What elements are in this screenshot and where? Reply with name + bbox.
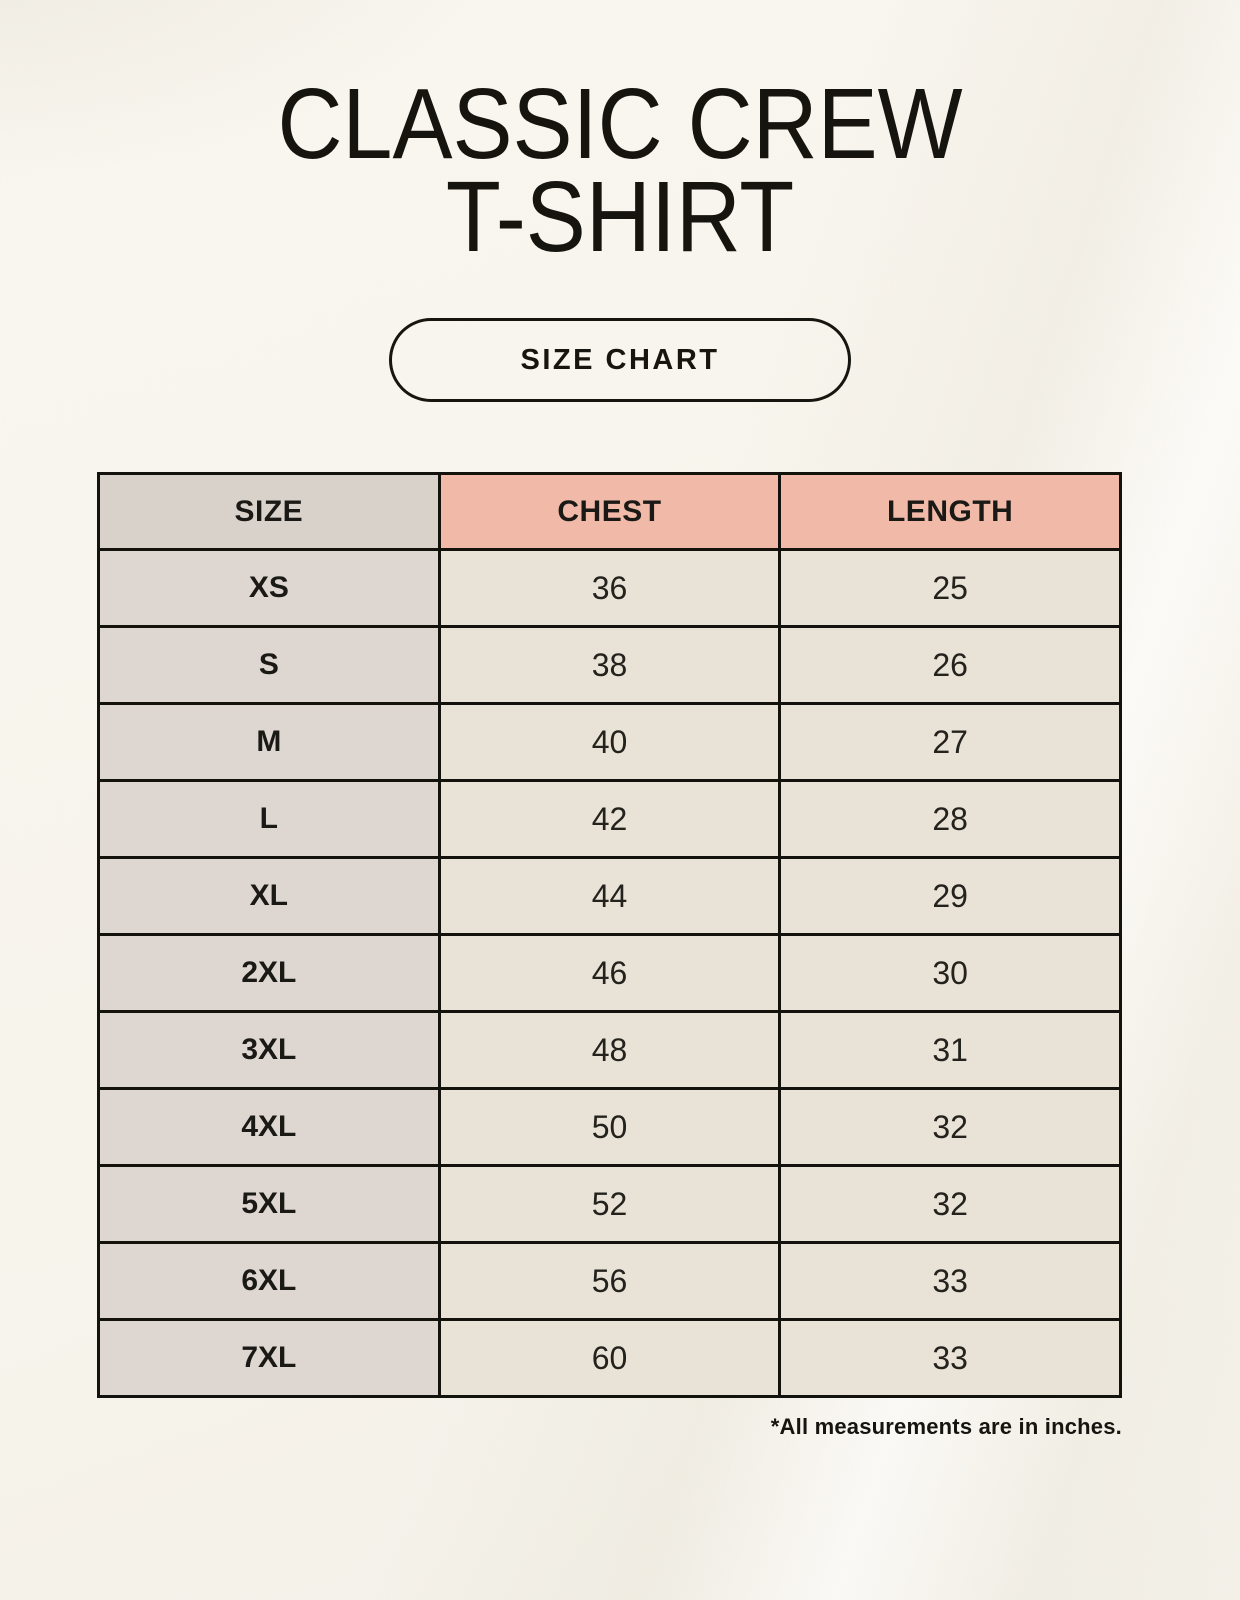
size-chart-button-label: SIZE CHART — [520, 344, 720, 376]
length-cell: 32 — [778, 1164, 1122, 1244]
size-table: SIZE CHEST LENGTH XS 36 25 S 38 26 M 40 27 L 42 28 X… — [97, 472, 1122, 1398]
length-cell: 33 — [778, 1241, 1122, 1321]
chest-cell: 50 — [437, 1087, 782, 1167]
chest-cell: 56 — [437, 1241, 782, 1321]
header-cell-chest: CHEST — [437, 472, 782, 551]
length-cell: 26 — [778, 625, 1122, 705]
size-cell: 2XL — [97, 933, 441, 1013]
table-row: S 38 26 — [97, 625, 1122, 705]
length-cell: 25 — [778, 548, 1122, 628]
table-row: 2XL 46 30 — [97, 933, 1122, 1013]
table-row: 6XL 56 33 — [97, 1241, 1122, 1321]
size-cell: 6XL — [97, 1241, 441, 1321]
size-cell: S — [97, 625, 441, 705]
chest-cell: 44 — [437, 856, 782, 936]
measurements-footnote: *All measurements are in inches. — [770, 1414, 1122, 1439]
header-row: SIZE CHEST LENGTH — [97, 472, 1122, 551]
page-title-line1: CLASSIC CREW — [277, 68, 963, 180]
table-row: 5XL 52 32 — [97, 1164, 1122, 1244]
page-title-line2: T-SHIRT — [445, 161, 795, 273]
chest-cell: 36 — [437, 548, 782, 628]
table-row: 7XL 60 33 — [97, 1318, 1122, 1398]
length-cell: 31 — [778, 1010, 1122, 1090]
length-cell: 33 — [778, 1318, 1122, 1398]
chest-cell: 38 — [437, 625, 782, 705]
size-cell: XL — [97, 856, 441, 936]
chest-cell: 52 — [437, 1164, 782, 1244]
size-cell: 5XL — [97, 1164, 441, 1244]
page-title: CLASSIC CREW T-SHIRT — [62, 68, 1178, 273]
length-cell: 29 — [778, 856, 1122, 936]
chest-cell: 60 — [437, 1318, 782, 1398]
size-chart-button[interactable]: SIZE CHART — [389, 318, 851, 402]
length-cell: 27 — [778, 702, 1122, 782]
table-row: L 42 28 — [97, 779, 1122, 859]
table-row: 3XL 48 31 — [97, 1010, 1122, 1090]
length-cell: 28 — [778, 779, 1122, 859]
length-cell: 30 — [778, 933, 1122, 1013]
size-cell: M — [97, 702, 441, 782]
table-row: XS 36 25 — [97, 548, 1122, 628]
size-cell: 7XL — [97, 1318, 441, 1398]
header-cell-length: LENGTH — [778, 472, 1122, 551]
table-row: 4XL 50 32 — [97, 1087, 1122, 1167]
size-chart-page: CLASSIC CREW T-SHIRT SIZE CHART SIZE CHE… — [0, 68, 1240, 1600]
size-cell: 4XL — [97, 1087, 441, 1167]
size-table-header: SIZE CHEST LENGTH — [97, 472, 1122, 551]
header-cell-size: SIZE — [97, 472, 441, 551]
chest-cell: 48 — [437, 1010, 782, 1090]
table-row: M 40 27 — [97, 702, 1122, 782]
table-row: XL 44 29 — [97, 856, 1122, 936]
size-table-body: XS 36 25 S 38 26 M 40 27 L 42 28 XL 44 29 2XL 46 30 3XL 48 3… — [97, 548, 1122, 1398]
size-cell: XS — [97, 548, 441, 628]
chest-cell: 42 — [437, 779, 782, 859]
chest-cell: 40 — [437, 702, 782, 782]
size-cell: L — [97, 779, 441, 859]
length-cell: 32 — [778, 1087, 1122, 1167]
size-cell: 3XL — [97, 1010, 441, 1090]
chest-cell: 46 — [437, 933, 782, 1013]
